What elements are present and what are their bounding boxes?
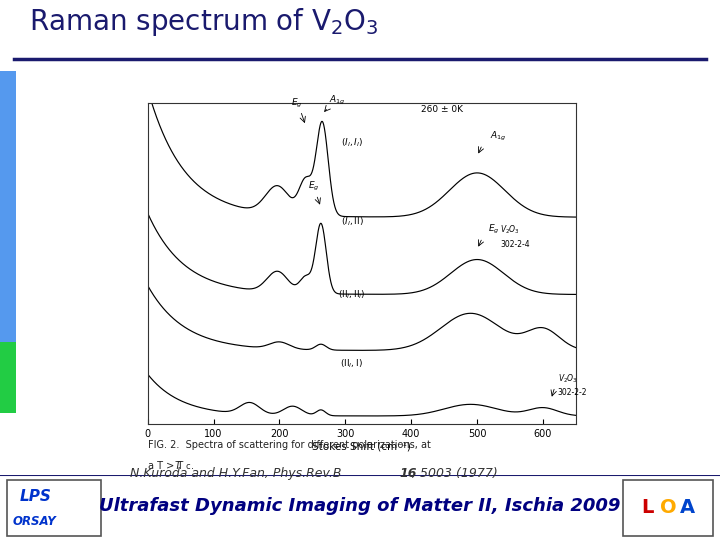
Text: $E_g$: $E_g$ [488, 224, 500, 237]
Text: 16: 16 [400, 467, 417, 480]
Text: LPS: LPS [20, 489, 52, 504]
Text: 302-2-2: 302-2-2 [557, 388, 587, 397]
Text: $(\mathrm{II}_l, \mathrm{I})$: $(\mathrm{II}_l, \mathrm{I})$ [341, 358, 364, 370]
Text: c: c [185, 462, 189, 471]
Text: 260 ± 0K: 260 ± 0K [421, 105, 463, 114]
Text: .: . [191, 461, 194, 471]
Text: $A_{1g}$: $A_{1g}$ [329, 94, 346, 107]
Text: T: T [175, 461, 181, 471]
Bar [623, 480, 713, 536]
Text: $V_2O_3$: $V_2O_3$ [557, 373, 577, 386]
Text: $V_2O_3$: $V_2O_3$ [500, 224, 520, 237]
Text: L: L [641, 498, 653, 517]
Text: FIG. 2.  Spectra of scattering for different polarizations, at: FIG. 2. Spectra of scattering for differ… [148, 440, 431, 450]
Text: $E_g$: $E_g$ [292, 97, 303, 110]
Text: $(\mathrm{II}_l, \mathrm{II}_l)$: $(\mathrm{II}_l, \mathrm{II}_l)$ [338, 288, 366, 300]
Text: , 5003 (1977): , 5003 (1977) [412, 467, 498, 480]
Text: Ultrafast Dynamic Imaging of Matter II, Ischia 2009: Ultrafast Dynamic Imaging of Matter II, … [99, 497, 621, 515]
X-axis label: Stokes Shift (cm⁻¹): Stokes Shift (cm⁻¹) [312, 442, 411, 451]
Bar [0, 342, 16, 414]
Text: $(I_l, \mathrm{II})$: $(I_l, \mathrm{II})$ [341, 216, 364, 228]
Text: N.Kuroda and H.Y.Fan, Phys.Rev.B: N.Kuroda and H.Y.Fan, Phys.Rev.B [130, 467, 345, 480]
Text: a T > T: a T > T [148, 461, 183, 471]
Bar [0, 71, 16, 342]
Text: $E_g$: $E_g$ [308, 180, 320, 193]
Bar [7, 480, 101, 536]
Text: O: O [660, 498, 677, 517]
Text: $(I_l, I_l)$: $(I_l, I_l)$ [341, 137, 363, 149]
Text: Raman spectrum of V$_2$O$_3$: Raman spectrum of V$_2$O$_3$ [29, 6, 379, 38]
Text: A: A [680, 498, 695, 517]
Text: ORSAY: ORSAY [13, 515, 57, 528]
Text: 302-2-4: 302-2-4 [500, 240, 530, 249]
Text: $A_{1g}$: $A_{1g}$ [490, 130, 507, 143]
